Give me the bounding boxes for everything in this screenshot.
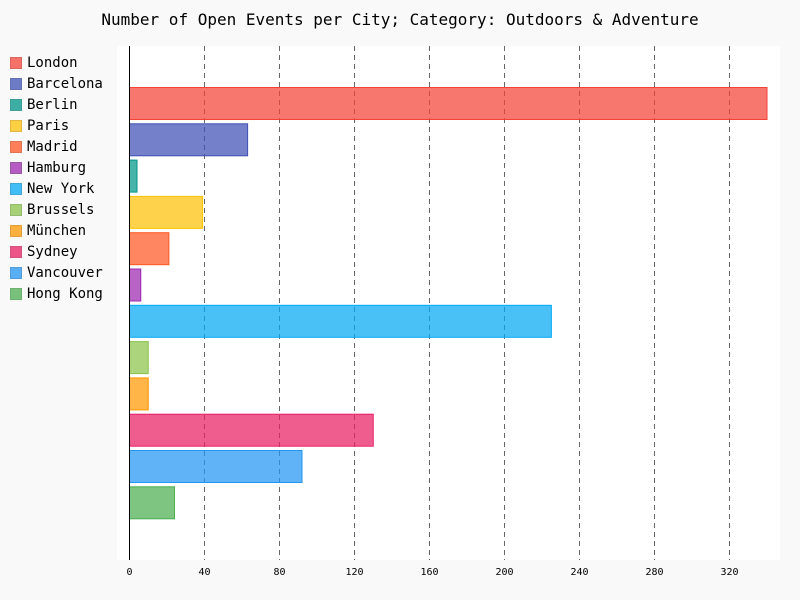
legend-item[interactable]: New York [10, 178, 103, 199]
legend-swatch [10, 140, 22, 153]
x-tick-label: 120 [345, 567, 363, 578]
legend-item[interactable]: Sydney [10, 241, 103, 262]
legend-label: Madrid [27, 138, 78, 155]
x-tick-label: 40 [198, 567, 210, 578]
legend-swatch [10, 77, 22, 90]
bar-berlin[interactable] [129, 159, 138, 193]
legend-item[interactable]: Brussels [10, 199, 103, 220]
legend-item[interactable]: Paris [10, 115, 103, 136]
legend-swatch [10, 161, 22, 174]
legend-item[interactable]: London [10, 52, 103, 73]
chart-title: Number of Open Events per City; Category… [101, 10, 699, 29]
bar-new-york[interactable] [129, 304, 552, 338]
legend-swatch [10, 98, 22, 111]
x-tick-label: 240 [570, 567, 588, 578]
bar-madrid[interactable] [129, 232, 170, 266]
bar-vancouver[interactable] [129, 450, 303, 483]
bar-barcelona[interactable] [129, 123, 249, 157]
bar-paris[interactable] [129, 195, 204, 229]
legend-item[interactable]: Vancouver [10, 262, 103, 283]
legend-label: Barcelona [27, 75, 103, 92]
bar-brussels[interactable] [129, 341, 149, 375]
legend-label: London [27, 54, 78, 71]
legend-swatch [10, 287, 22, 300]
legend-item[interactable]: München [10, 220, 103, 241]
legend-swatch [10, 182, 22, 195]
legend-label: Hong Kong [27, 285, 103, 302]
legend-swatch [10, 224, 22, 237]
legend-label: Paris [27, 117, 70, 134]
x-tick-label: 320 [720, 567, 738, 578]
bar-sydney[interactable] [129, 413, 374, 447]
legend-swatch [10, 56, 22, 69]
legend-label: Hamburg [27, 159, 87, 176]
legend-label: New York [27, 180, 95, 197]
legend-item[interactable]: Barcelona [10, 73, 103, 94]
legend-label: München [27, 222, 87, 239]
legend-swatch [10, 266, 22, 279]
bar-london[interactable] [129, 87, 768, 120]
legend: London Barcelona Berlin Paris Madrid Hamburg N… [10, 52, 103, 304]
legend-item[interactable]: Hong Kong [10, 283, 103, 304]
bar-hamburg[interactable] [129, 268, 142, 302]
legend-swatch [10, 119, 22, 132]
legend-item[interactable]: Madrid [10, 136, 103, 157]
legend-label: Sydney [27, 243, 78, 260]
legend-swatch [10, 245, 22, 258]
bar-münchen[interactable] [129, 377, 149, 411]
legend-label: Vancouver [27, 264, 103, 281]
x-tick-label: 0 [126, 567, 132, 578]
x-tick-label: 200 [495, 567, 513, 578]
x-tick-label: 280 [645, 567, 663, 578]
legend-label: Berlin [27, 96, 78, 113]
legend-label: Brussels [27, 201, 95, 218]
bar-hong-kong[interactable] [129, 486, 175, 520]
legend-swatch [10, 203, 22, 216]
x-tick-label: 160 [420, 567, 438, 578]
legend-item[interactable]: Hamburg [10, 157, 103, 178]
legend-item[interactable]: Berlin [10, 94, 103, 115]
x-tick-label: 80 [273, 567, 285, 578]
